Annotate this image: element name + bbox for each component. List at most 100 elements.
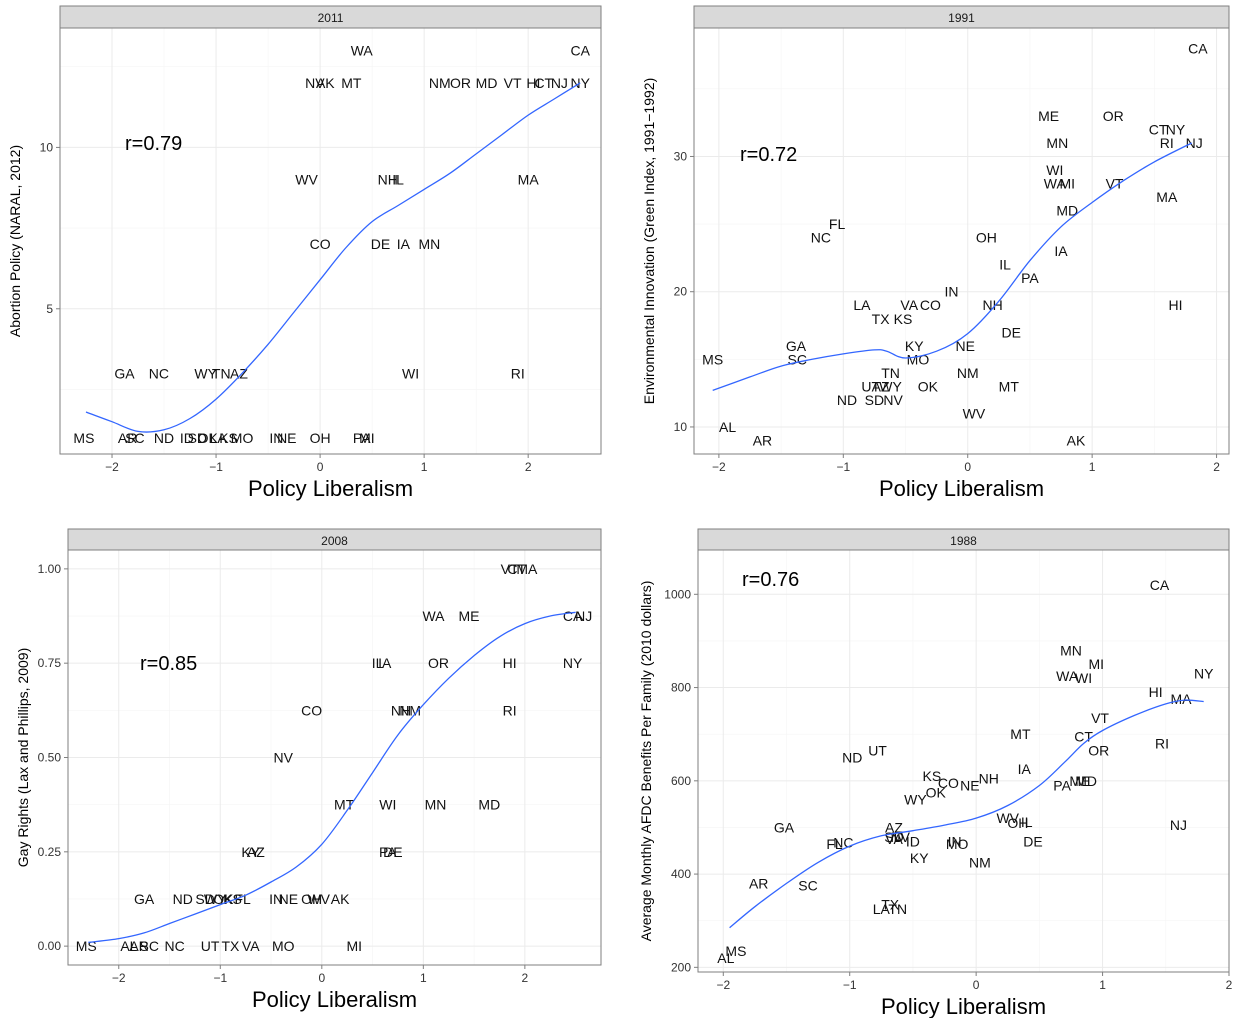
point-label: IA [397, 236, 411, 252]
gridlines [698, 550, 1230, 972]
point-label: MT [999, 378, 1020, 394]
point-label: PA [353, 430, 371, 446]
point-label: FL [829, 216, 846, 232]
point-label: WI [1046, 162, 1063, 178]
point-label: MD [478, 797, 500, 813]
correlation-annotation: r=0.79 [125, 133, 182, 155]
plot-panel [697, 549, 1230, 973]
point-label: RI [1155, 736, 1169, 752]
point-label: KS [223, 891, 242, 907]
point-label: VT [501, 561, 519, 577]
x-tick-label: −1 [836, 460, 850, 474]
x-tick-label: 0 [964, 460, 971, 474]
x-axis-title: Policy Liberalism [879, 476, 1044, 501]
point-label: IL [372, 655, 384, 671]
point-label: MN [425, 797, 447, 813]
point-label: TN [881, 365, 900, 381]
x-tick-label: 2 [1213, 460, 1220, 474]
gridlines [694, 28, 1229, 454]
panel-3: 2008 −2 −1 0 1 2 0.00 0.25 0.50 0.75 1.00 Policy Li… [15, 528, 602, 1012]
plot-panel [693, 27, 1230, 455]
point-label: KY [910, 850, 929, 866]
point-label: PA [1053, 777, 1071, 793]
y-tick-label: 1000 [664, 587, 691, 601]
loess-smooth-line [88, 611, 576, 944]
point-label: LA [873, 901, 891, 917]
point-label: MN [1060, 642, 1082, 658]
point-label: NJ [551, 75, 568, 91]
point-label: OR [428, 655, 449, 671]
y-tick-label: 1.00 [38, 562, 62, 576]
point-label: MA [516, 561, 538, 577]
point-label: OK [926, 784, 947, 800]
point-label: TX [221, 938, 240, 954]
y-tick-label: 400 [671, 867, 691, 881]
point-label: WY [904, 791, 927, 807]
panel-border [697, 549, 1230, 973]
point-label: AL [719, 419, 736, 435]
point-label: NY [1166, 121, 1186, 137]
point-label: ND [837, 392, 857, 408]
point-label: ME [1069, 773, 1090, 789]
point-label: OR [450, 75, 471, 91]
y-tick-label: 0.25 [38, 845, 62, 859]
point-label: MI [359, 430, 375, 446]
point-label: ND [842, 750, 862, 766]
facet-strip-label: 1988 [950, 534, 977, 548]
point-label: CT [534, 75, 553, 91]
point-label: DE [1002, 324, 1021, 340]
point-label: NC [811, 230, 831, 246]
point-label: WA [1044, 176, 1067, 192]
x-tick-label: −2 [105, 460, 119, 474]
point-label: WY [204, 891, 227, 907]
point-label: NM [429, 75, 451, 91]
point-label: AR [753, 432, 772, 448]
point-label: MT [341, 75, 362, 91]
panel-4: 1988 −2 −1 0 1 2 200 400 600 800 1000 Policy Libera… [638, 528, 1233, 1018]
x-tick-label: 1 [421, 460, 428, 474]
point-label: SC [788, 351, 807, 367]
point-label: WV [996, 810, 1019, 826]
point-label: MD [1075, 773, 1097, 789]
point-label: MD [1056, 203, 1078, 219]
point-label: SD [865, 392, 884, 408]
point-label: TN [888, 901, 907, 917]
point-label: CT [1074, 729, 1093, 745]
point-label: AZ [885, 819, 903, 835]
y-axis-title: Average Monthly AFDC Benefits Per Family… [638, 581, 654, 942]
y-tick-label: 0.75 [38, 656, 62, 670]
point-label: MS [73, 430, 94, 446]
x-tick-label: 1 [420, 971, 427, 985]
point-label: OR [1103, 108, 1124, 124]
point-label: WV [963, 405, 986, 421]
point-label: DE [371, 236, 390, 252]
point-label: NH [979, 770, 999, 786]
point-label: WA [1056, 668, 1079, 684]
point-label: VT [504, 75, 522, 91]
point-label: IA [1054, 243, 1068, 259]
point-label: CO [301, 702, 322, 718]
point-label: ND [173, 891, 193, 907]
point-label: NC [149, 365, 169, 381]
point-label: WY [879, 378, 902, 394]
point-label: MO [946, 836, 969, 852]
point-label: RI [511, 365, 525, 381]
x-tick-label: −2 [716, 978, 730, 992]
point-label: TX [881, 896, 900, 912]
point-label: GA [114, 365, 135, 381]
point-label: NE [279, 891, 298, 907]
point-label: MN [1046, 135, 1068, 151]
correlation-annotation: r=0.72 [740, 144, 797, 166]
point-label: OR [1088, 743, 1109, 759]
point-label: MA [1156, 189, 1178, 205]
y-tick-label: 10 [674, 420, 688, 434]
point-label: NE [960, 777, 979, 793]
panel-border [693, 27, 1230, 455]
correlation-annotation: r=0.85 [140, 653, 197, 675]
point-label: AR [118, 430, 137, 446]
point-label: LA [853, 297, 871, 313]
y-tick-label: 20 [674, 285, 688, 299]
point-label: VA [885, 831, 903, 847]
point-label: MS [76, 938, 97, 954]
